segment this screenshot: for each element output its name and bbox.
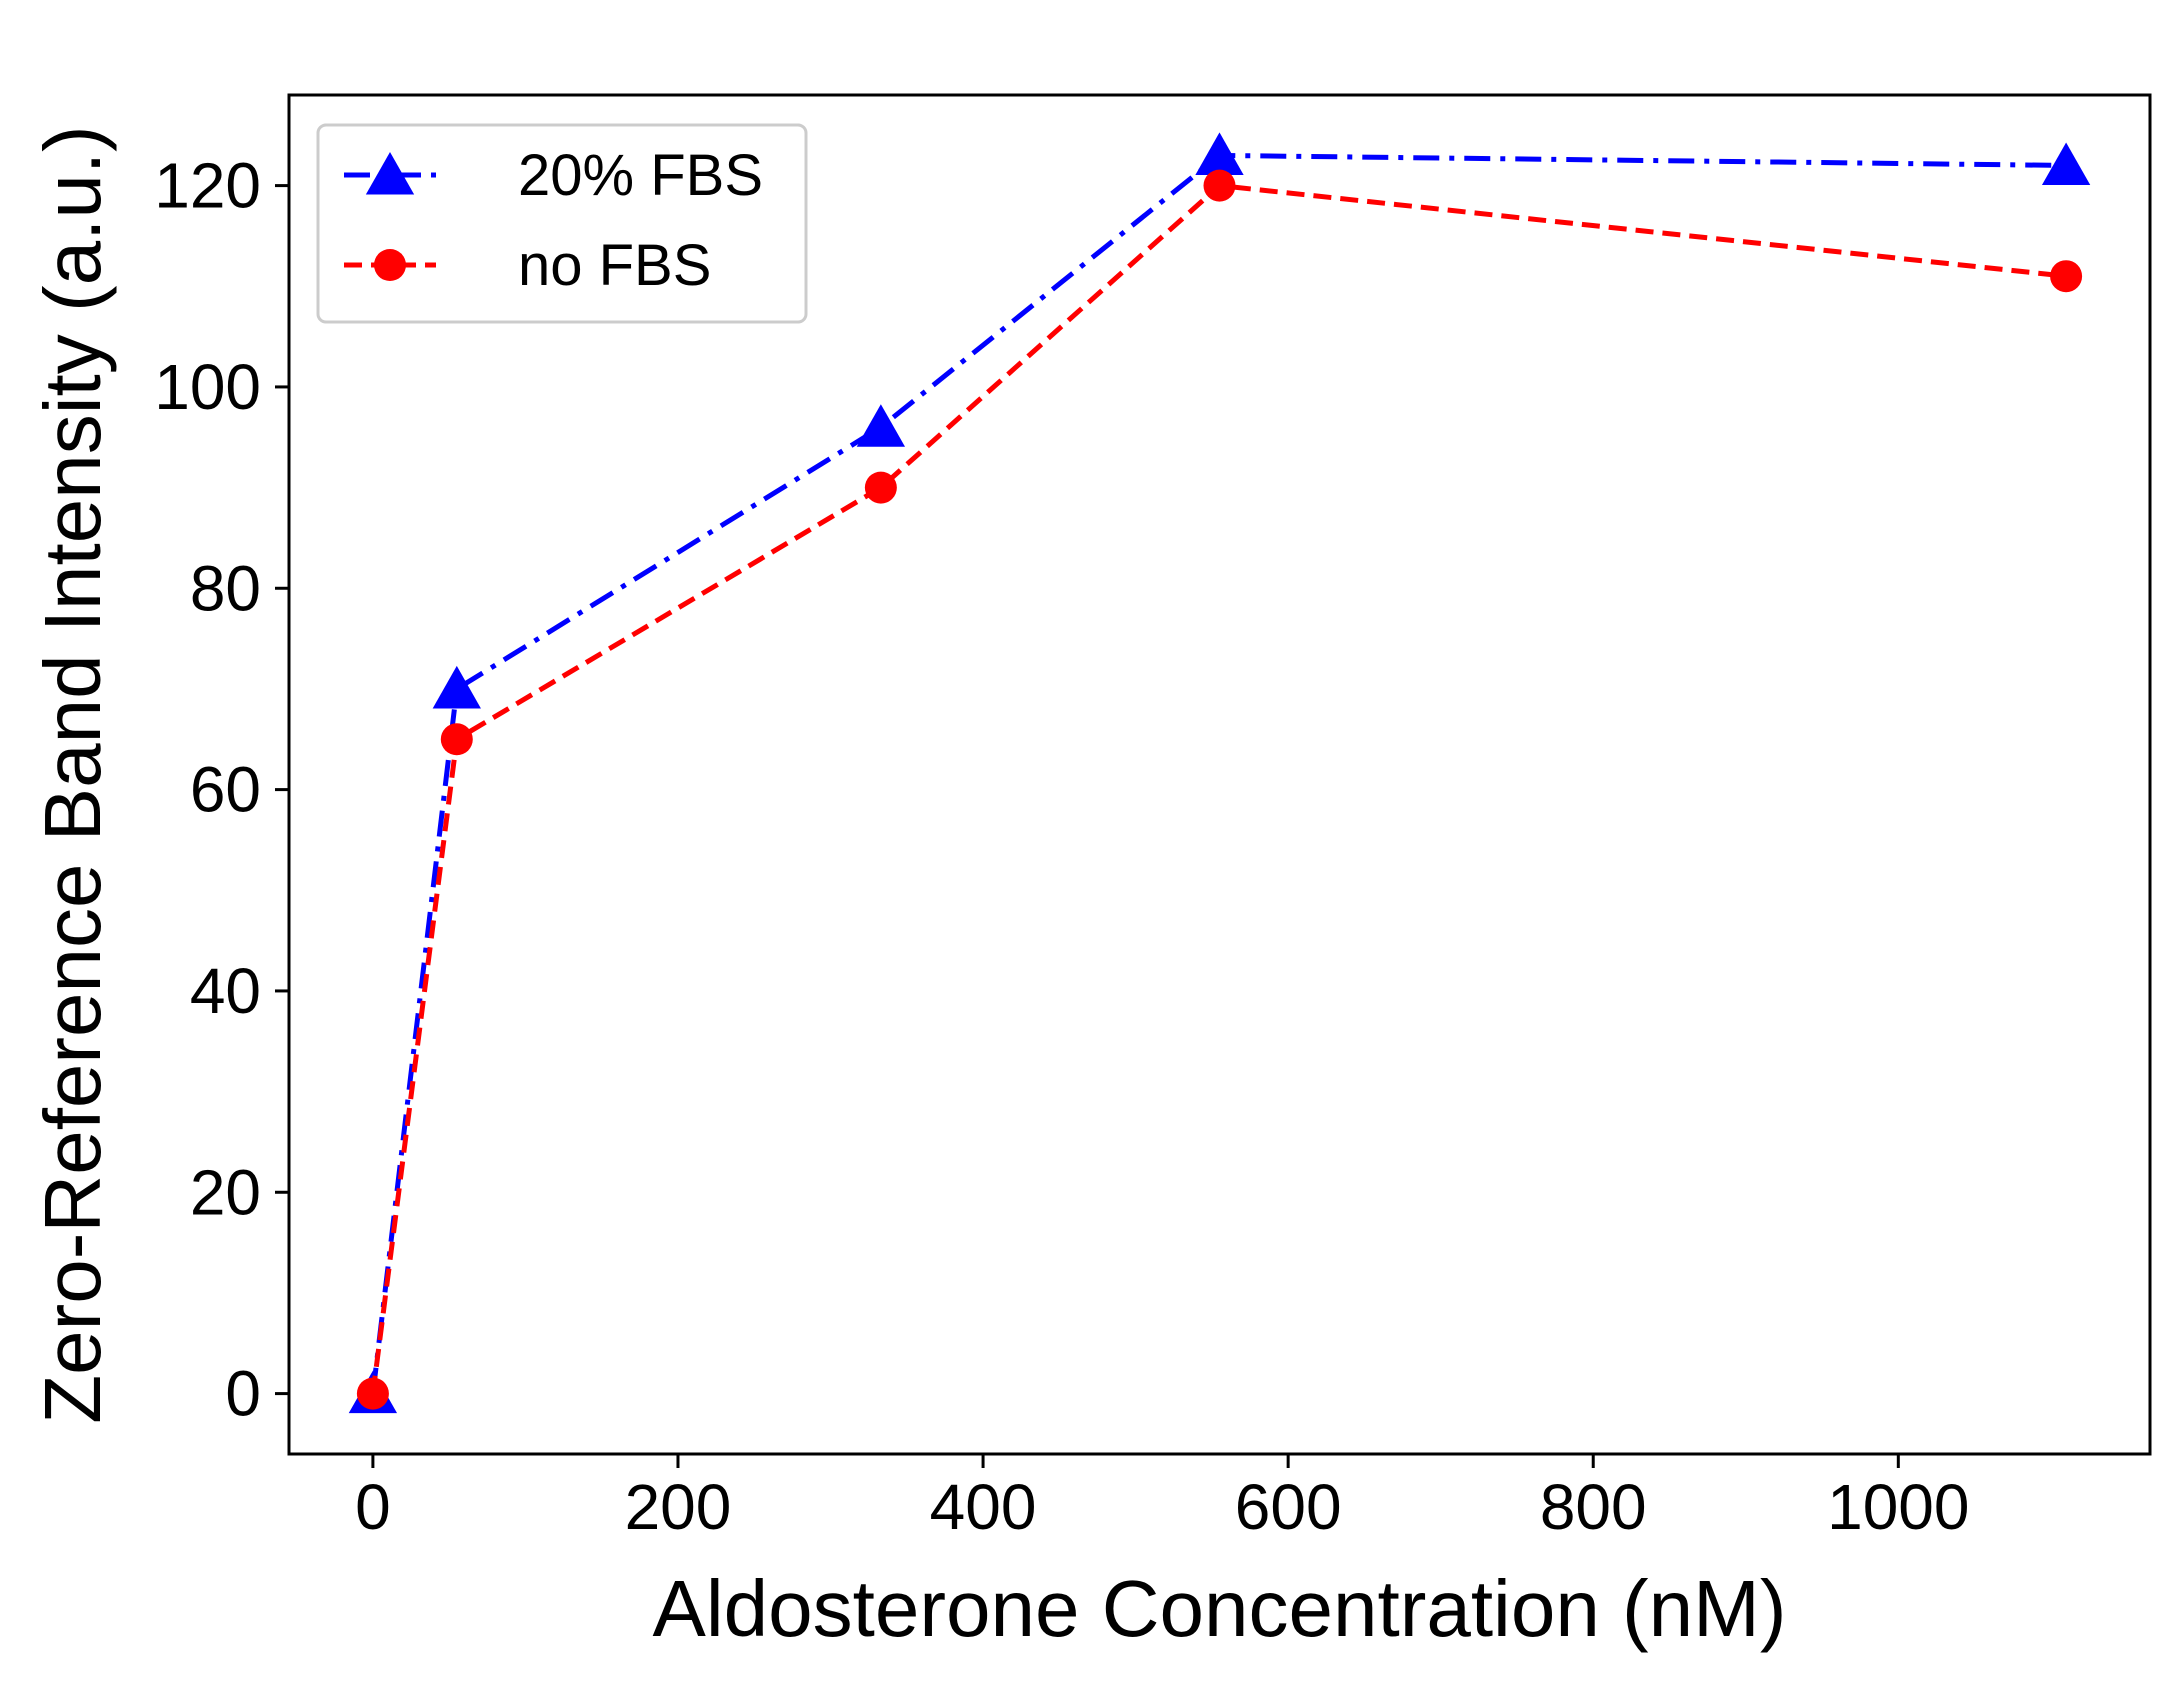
x-axis-title: Aldosterone Concentration (nM) (653, 1564, 1787, 1653)
series-1-line (370, 152, 2067, 1394)
y-tick-label: 80 (190, 552, 261, 624)
legend-box (316, 123, 808, 324)
series-2-point (1203, 169, 1236, 202)
legend: 20% FBS no FBS (316, 123, 808, 324)
axes: 0 200 400 600 800 1000 0 20 40 60 80 100 120 (154, 93, 2152, 1543)
series-2-line (370, 183, 2067, 1394)
plot-frame (287, 93, 2152, 1456)
x-tick-label: 800 (1540, 1471, 1647, 1543)
y-tick-label: 60 (190, 754, 261, 826)
x-tick-label: 200 (625, 1471, 732, 1543)
y-tick-label: 40 (190, 955, 261, 1027)
series-2-point (440, 723, 473, 756)
series-2-point (864, 471, 897, 504)
x-tick-label: 0 (355, 1471, 391, 1543)
series-1-point (1195, 132, 1244, 175)
series-1-point (856, 404, 906, 447)
y-tick-label: 20 (190, 1156, 261, 1228)
y-tick-label: 120 (154, 150, 261, 222)
x-tick-label: 400 (930, 1471, 1037, 1543)
x-tick-label: 600 (1235, 1471, 1342, 1543)
legend-label: 20% FBS (518, 143, 763, 208)
series-2-point (2050, 260, 2083, 293)
legend-marker (374, 249, 406, 281)
series-1-point (2041, 142, 2091, 186)
x-tick-label: 1000 (1827, 1471, 1969, 1543)
legend-marker (365, 152, 415, 195)
y-tick-label: 100 (154, 351, 261, 423)
legend-label: no FBS (518, 233, 711, 298)
plot-area (348, 132, 2091, 1414)
series-2-point (356, 1377, 389, 1410)
y-axis-title: Zero-Reference Band Intensity (a.u.) (28, 125, 117, 1423)
y-tick-label: 0 (225, 1358, 261, 1430)
series-1-point (432, 665, 481, 709)
